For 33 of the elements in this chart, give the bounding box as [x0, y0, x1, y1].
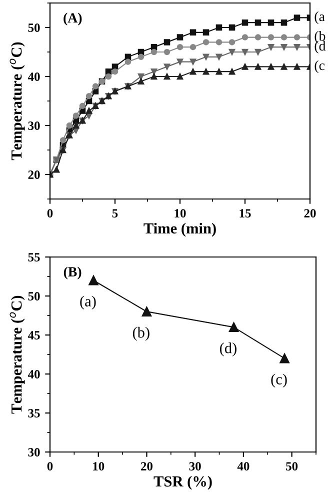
x-axis-title: Time (min) — [144, 222, 216, 237]
x-tick-label: 20 — [141, 462, 152, 471]
y-tick-label: 50 — [28, 24, 40, 32]
y-tick-label: 20 — [28, 170, 40, 179]
x-tick-label: 0 — [47, 209, 53, 218]
series-label: (a — [314, 11, 325, 24]
y-tick-label: 45 — [28, 331, 40, 340]
y-axis-title: Temperature ($^{o}$C) — [10, 296, 25, 414]
annotation: (b) — [132, 326, 150, 341]
x-tick-label: 5 — [112, 209, 118, 218]
y-tick-label: 40 — [28, 72, 40, 81]
x-axis-title: TSR (%) — [154, 476, 212, 490]
y-tick-label: 30 — [28, 122, 40, 130]
x-tick-label: 10 — [174, 209, 186, 218]
y-tick-label: 50 — [28, 292, 40, 300]
text: (B) — [64, 266, 82, 280]
x-tick-label: 0 — [47, 462, 53, 471]
y-tick-label: 55 — [28, 253, 40, 262]
y-axis-title: Temperature ($^{o}$C) — [10, 42, 25, 160]
x-tick-label: 20 — [304, 209, 316, 218]
y-tick-label: 35 — [28, 409, 40, 418]
annotation: (d) — [220, 342, 236, 356]
annotation: (c) — [271, 374, 287, 388]
annotation: (a) — [80, 296, 96, 310]
y-tick-label: 30 — [28, 448, 40, 456]
x-tick-label: 10 — [93, 462, 104, 471]
text: (A) — [64, 12, 82, 26]
x-tick-label: 15 — [240, 209, 251, 218]
y-tick-label: 40 — [28, 370, 40, 378]
x-tick-label: 30 — [189, 462, 201, 471]
series-label: (c — [314, 60, 325, 73]
x-tick-label: 50 — [286, 462, 298, 471]
x-tick-label: 40 — [237, 462, 250, 471]
